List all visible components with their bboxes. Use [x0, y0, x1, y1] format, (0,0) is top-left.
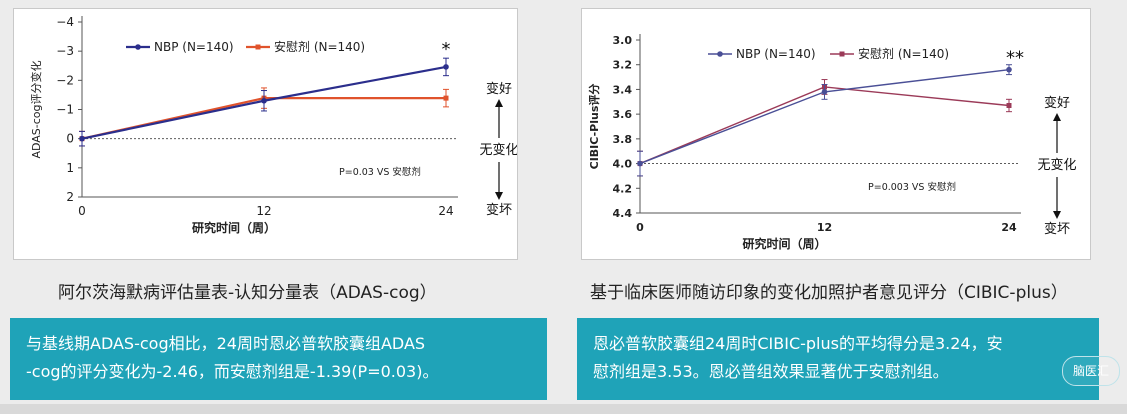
- label-better: 变好: [486, 81, 512, 97]
- watermark-logo: 脑医汇: [1062, 356, 1120, 386]
- y-axis-label: CIBIC-Plus评分: [587, 84, 601, 170]
- significance-mark: *: [442, 39, 451, 60]
- cibic-plus-chart: 3.0 3.2 3.4 3.6 3.8 4.0 4.2 4.40 12 24 CIBIC-Plus评…: [587, 34, 1077, 251]
- arrow-down-head: [495, 192, 503, 200]
- x-axis-label: 研究时间（周）: [742, 236, 826, 251]
- y-tick-label: 4.0: [613, 158, 633, 171]
- data-point: [1006, 66, 1012, 73]
- x-tick-label: 0: [78, 204, 86, 218]
- chart-right-panel: 3.0 3.2 3.4 3.6 3.8 4.0 4.2 4.4 0 12 24 CIBIC-Plus评…: [581, 8, 1091, 260]
- summary-left-line-2: -cog的评分变化为-2.46，而安慰剂组是-1.39(P=0.03)。: [26, 362, 439, 381]
- y-axis-label: ADAS-cog评分变化: [29, 60, 43, 158]
- data-point: [1006, 102, 1012, 108]
- data-point: [443, 64, 449, 70]
- y-tick-label: 0: [66, 132, 74, 146]
- x-tick-label: 24: [438, 204, 453, 218]
- arrow-up-head: [1053, 113, 1061, 121]
- bottom-strip: [0, 404, 1127, 414]
- y-tick-label: 3.6: [613, 108, 633, 121]
- caption-cibic-plus: 基于临床医师随访印象的变化加照护者意见评分（CIBIC-plus）: [590, 283, 1068, 303]
- label-worse: 变坏: [1044, 221, 1070, 237]
- legend-label-1: NBP (N=140): [154, 40, 234, 54]
- arrow-up-head: [495, 99, 503, 107]
- y-tick-label: −2: [56, 73, 74, 87]
- legend-label-1: NBP (N=140): [736, 47, 816, 61]
- x-tick-label: 0: [636, 221, 644, 234]
- legend-label-2: 安慰剂 (N=140): [274, 39, 365, 54]
- y-tick-label: 3.4: [613, 83, 633, 96]
- label-no-change: 无变化: [479, 142, 517, 158]
- legend-marker: [717, 51, 723, 57]
- data-point: [261, 97, 267, 104]
- label-better: 变好: [1044, 95, 1070, 111]
- data-point: [443, 95, 449, 101]
- x-tick-label: 12: [817, 221, 832, 234]
- significance-mark: **: [1006, 48, 1024, 69]
- p-value-annotation: P=0.03 VS 安慰剂: [339, 166, 421, 178]
- y-tick-label: −4: [56, 15, 74, 29]
- legend-label-2: 安慰剂 (N=140): [858, 46, 949, 61]
- y-tick-label: 1: [66, 161, 74, 175]
- data-point: [637, 160, 643, 167]
- arrow-down-head: [1053, 211, 1061, 219]
- label-no-change: 无变化: [1037, 157, 1076, 173]
- data-point: [79, 135, 85, 142]
- summary-right-line-2: 慰剂组是3.53。恩必普组效果显著优于安慰剂组。: [593, 362, 949, 381]
- y-tick-label: −3: [56, 44, 74, 58]
- legend-marker: [135, 44, 141, 50]
- y-tick-label: 4.4: [613, 207, 633, 220]
- label-worse: 变坏: [486, 202, 512, 218]
- summary-right-line-1: 恩必普软胶囊组24周时CIBIC-plus的平均得分是3.24，安: [593, 334, 1003, 353]
- caption-adas-cog: 阿尔茨海默病评估量表-认知分量表（ADAS-cog）: [58, 283, 437, 303]
- data-point: [821, 89, 828, 95]
- y-tick-label: 4.2: [613, 182, 633, 195]
- y-tick-label: 3.2: [613, 59, 633, 72]
- y-tick-label: 3.8: [613, 133, 633, 146]
- chart-left-panel: −4 −3 −2 −1 0 1 2 0 12 24 ADAS-cog评分变化 研究时间（周） * NBP …: [13, 8, 519, 260]
- p-value-annotation: P=0.003 VS 安慰剂: [868, 181, 956, 193]
- x-tick-label: 24: [1001, 221, 1017, 234]
- legend-marker: [839, 51, 845, 57]
- summary-box-right: 恩必普软胶囊组24周时CIBIC-plus的平均得分是3.24，安 慰剂组是3.…: [577, 318, 1099, 400]
- y-tick-label: −1: [56, 103, 74, 117]
- y-tick-label: 2: [66, 190, 74, 204]
- x-axis-label: 研究时间（周）: [192, 220, 276, 235]
- y-tick-label: 3.0: [613, 34, 633, 47]
- summary-box-left: 与基线期ADAS-cog相比，24周时恩必普软胶囊组ADAS -cog的评分变化…: [10, 318, 547, 400]
- x-tick-label: 12: [256, 204, 271, 218]
- summary-left-line-1: 与基线期ADAS-cog相比，24周时恩必普软胶囊组ADAS: [26, 334, 426, 353]
- legend-marker: [255, 44, 261, 50]
